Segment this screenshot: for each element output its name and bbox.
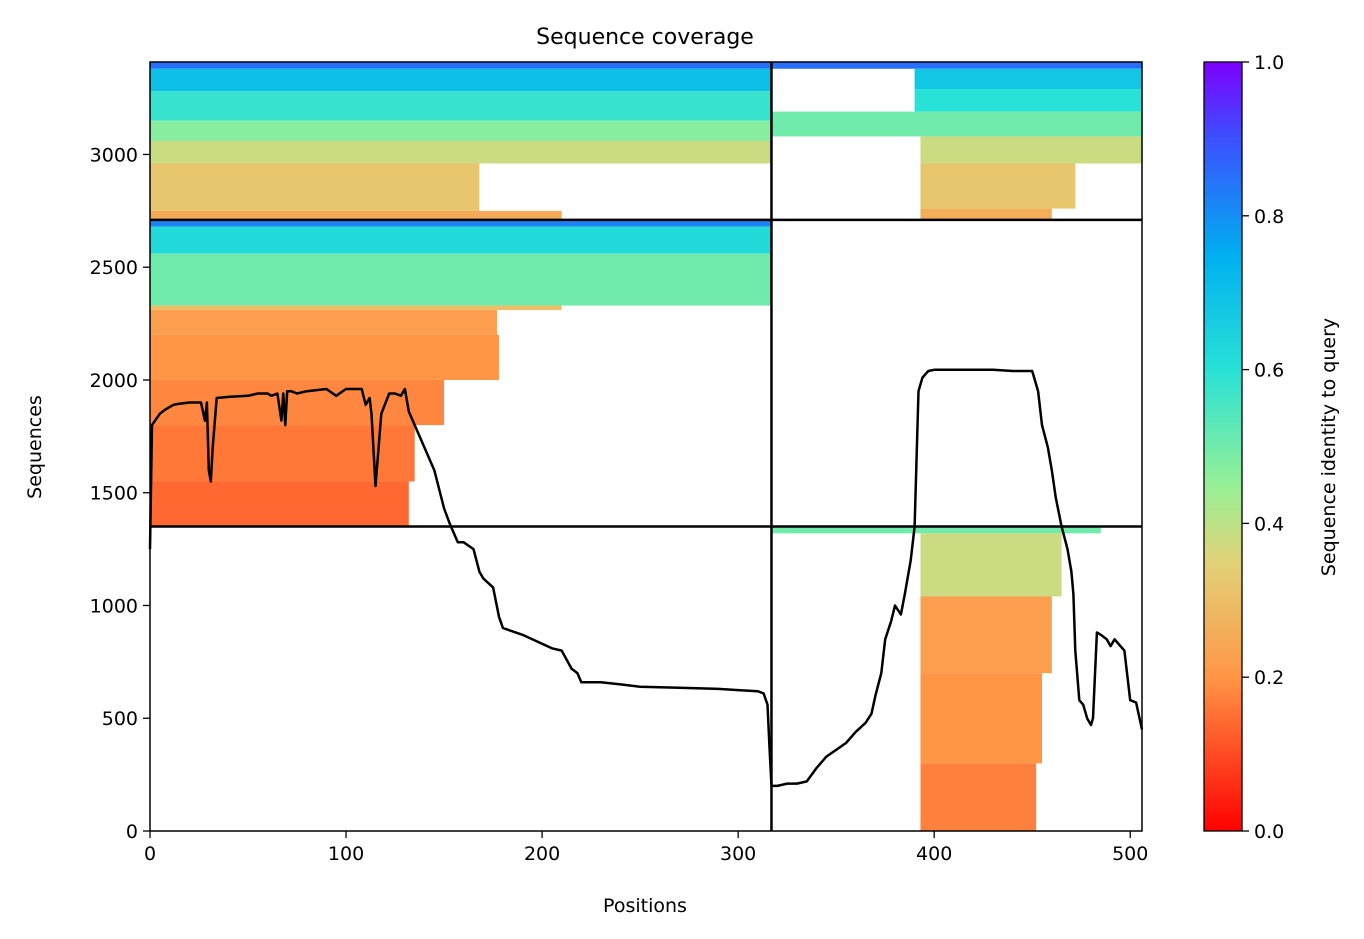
plot-frame [149,61,1143,832]
coverage-band [150,68,772,92]
coverage-band [771,62,1142,69]
coverage-band [920,163,1076,209]
chart-title: Sequence coverage [536,25,754,50]
y-tick-label: 1500 [90,483,138,505]
coverage-band [150,481,409,527]
coverage-band [920,208,1052,220]
colorbar-gradient [1203,61,1243,832]
x-tick-label: 200 [524,843,560,865]
colorbar-tick-label: 0.0 [1254,821,1284,843]
y-tick-label: 2500 [90,257,138,279]
coverage-band [771,111,1142,137]
coverage-band [150,253,772,306]
coverage-band [150,140,772,164]
coverage-band [920,673,1043,764]
y-tick-label: 500 [102,708,138,730]
coverage-band [150,226,772,254]
x-tick-label: 400 [916,843,952,865]
coverage-line [148,368,1144,788]
coverage-band [920,596,1052,674]
y-axis: 0 500 1000 1500 2000 2500 3000 [90,144,150,843]
coverage-band [150,310,498,335]
y-tick-label: 1000 [90,595,138,617]
colorbar-tick-label: 0.6 [1254,360,1284,382]
y-tick-label: 2000 [90,370,138,392]
x-axis-label: Positions [603,895,687,917]
y-tick-label: 0 [126,821,138,843]
coverage-band [150,210,562,220]
colorbar-tick-label: 0.4 [1254,513,1284,535]
coverage-band [914,89,1142,112]
coverage-band [150,163,480,211]
coverage-band [920,533,1062,597]
coverage-band [150,62,772,69]
x-tick-label: 0 [144,843,156,865]
coverage-band [914,68,1142,90]
x-tick-label: 100 [328,843,364,865]
y-axis-label: Sequences [24,395,46,499]
colorbar-tick-label: 1.0 [1254,52,1284,74]
colorbar: 0.0 0.2 0.4 0.6 0.8 1.0 [1203,52,1284,843]
coverage-band [150,425,415,482]
plot-area [148,61,1144,832]
coverage-band [920,136,1142,164]
y-tick-label: 3000 [90,144,138,166]
coverage-band [150,120,772,141]
x-axis: 0 100 200 300 400 500 [144,831,1148,865]
coverage-band [771,526,1101,534]
x-tick-label: 500 [1112,843,1148,865]
coverage-band [150,219,772,227]
colorbar-tick-label: 0.8 [1254,206,1284,228]
colorbar-tick-label: 0.2 [1254,667,1284,689]
x-tick-label: 300 [720,843,756,865]
coverage-band [150,91,772,121]
coverage-band [150,305,562,311]
colorbar-label: Sequence identity to query [1318,318,1340,576]
coverage-band [150,334,499,380]
coverage-band [920,763,1037,831]
